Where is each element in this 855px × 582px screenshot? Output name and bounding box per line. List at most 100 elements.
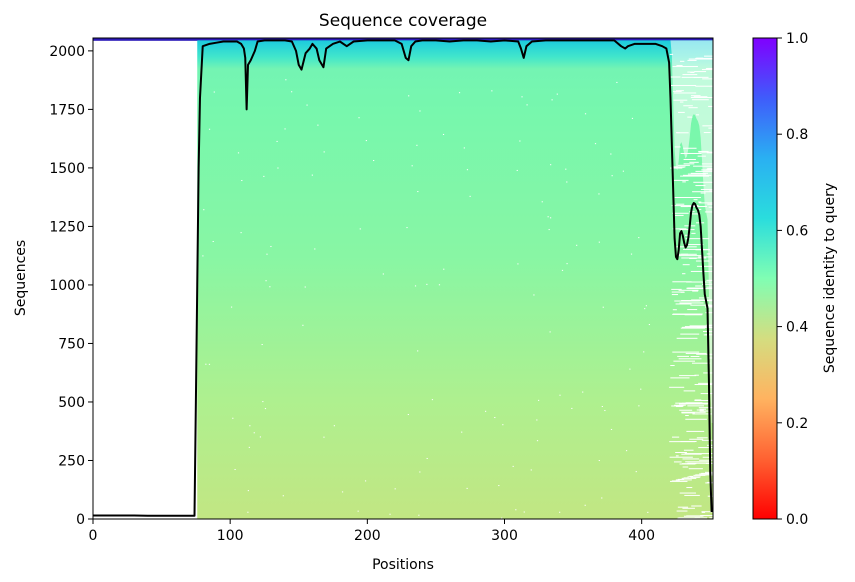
gap-mark bbox=[675, 479, 692, 481]
coverage-curve bbox=[93, 39, 713, 517]
y-axis: 0 250 500 750 1000 1250 1500 1750 2000 bbox=[49, 44, 93, 528]
gap-mark bbox=[630, 253, 633, 255]
gap-mark bbox=[686, 487, 693, 489]
gap-mark bbox=[681, 299, 710, 301]
gap-mark bbox=[631, 117, 634, 119]
gap-mark bbox=[648, 324, 651, 326]
gap-mark bbox=[205, 363, 207, 365]
gap-mark bbox=[691, 232, 696, 234]
gap-mark bbox=[417, 191, 419, 193]
gap-mark bbox=[645, 305, 647, 307]
colorbar-tick-label: 0.6 bbox=[786, 223, 808, 239]
gap-mark bbox=[249, 425, 251, 427]
colorbar-tick-label: 1.0 bbox=[786, 31, 808, 47]
gap-mark bbox=[469, 195, 471, 197]
gap-mark bbox=[680, 327, 705, 329]
gap-mark bbox=[616, 81, 618, 83]
gap-mark bbox=[240, 232, 242, 234]
gap-mark bbox=[693, 199, 698, 201]
gap-mark bbox=[519, 140, 521, 142]
gap-mark bbox=[373, 160, 375, 162]
gap-mark bbox=[458, 92, 461, 94]
gap-mark bbox=[314, 248, 316, 250]
colorbar-tick-label: 0.2 bbox=[786, 416, 808, 432]
gap-mark bbox=[678, 358, 702, 360]
gap-mark bbox=[690, 213, 699, 215]
gap-mark bbox=[559, 511, 561, 513]
gap-mark bbox=[426, 457, 428, 459]
gap-mark bbox=[382, 273, 384, 275]
gap-mark bbox=[643, 351, 645, 353]
gap-mark bbox=[212, 241, 214, 243]
gap-mark bbox=[550, 164, 552, 166]
gap-mark bbox=[466, 487, 468, 489]
gap-mark bbox=[681, 257, 707, 259]
gap-mark bbox=[419, 471, 421, 473]
gap-mark bbox=[276, 140, 278, 142]
gap-mark bbox=[253, 432, 255, 434]
gap-mark bbox=[698, 256, 713, 258]
gap-mark bbox=[683, 390, 696, 392]
gap-mark bbox=[684, 326, 710, 328]
gap-mark bbox=[701, 439, 713, 441]
gap-mark bbox=[699, 474, 707, 476]
gap-mark bbox=[680, 291, 685, 293]
gap-mark bbox=[672, 351, 700, 353]
gap-mark bbox=[682, 466, 689, 468]
gap-mark bbox=[443, 268, 445, 270]
gap-mark bbox=[282, 495, 284, 497]
gap-mark bbox=[411, 165, 413, 167]
gap-mark bbox=[681, 253, 689, 255]
gap-mark bbox=[341, 491, 344, 493]
gap-mark bbox=[669, 53, 674, 55]
gap-mark bbox=[690, 172, 709, 174]
gap-mark bbox=[358, 117, 360, 119]
gap-mark bbox=[675, 455, 679, 457]
x-tick-label: 400 bbox=[628, 528, 655, 544]
gap-mark bbox=[237, 152, 240, 154]
colorbar: 0.0 0.2 0.4 0.6 0.8 1.0 Sequence identity to … bbox=[752, 31, 838, 528]
gap-mark bbox=[232, 417, 234, 419]
gap-mark bbox=[676, 510, 688, 512]
gap-mark bbox=[576, 244, 578, 246]
gap-mark bbox=[669, 480, 688, 482]
gap-mark bbox=[676, 203, 685, 205]
gap-mark bbox=[561, 269, 564, 271]
gap-mark bbox=[417, 350, 419, 352]
gap-mark bbox=[691, 505, 702, 507]
gap-mark bbox=[317, 124, 319, 126]
gap-mark bbox=[699, 408, 707, 410]
gap-mark bbox=[683, 244, 704, 246]
gap-mark bbox=[230, 306, 233, 308]
gap-mark bbox=[676, 255, 703, 257]
gap-mark bbox=[566, 181, 568, 183]
coverage-heatmap bbox=[93, 38, 713, 519]
gap-mark bbox=[672, 228, 687, 230]
gap-mark bbox=[213, 91, 215, 93]
gap-mark bbox=[681, 477, 697, 479]
gap-mark bbox=[703, 372, 713, 374]
gap-mark bbox=[674, 300, 699, 302]
gap-mark bbox=[694, 384, 713, 386]
gap-mark bbox=[247, 511, 249, 513]
gap-mark bbox=[559, 394, 561, 396]
gap-mark bbox=[671, 405, 684, 407]
x-axis: 0 100 200 300 400 bbox=[89, 519, 655, 544]
gap-mark bbox=[494, 417, 496, 419]
gap-mark bbox=[551, 99, 553, 101]
plot-frame bbox=[92, 37, 714, 520]
colorbar-label: Sequence identity to query bbox=[822, 183, 838, 373]
gap-mark bbox=[463, 147, 465, 149]
gap-mark bbox=[679, 302, 704, 304]
gap-mark bbox=[695, 185, 706, 187]
gap-mark bbox=[333, 425, 335, 427]
gap-mark bbox=[601, 497, 603, 499]
gap-mark bbox=[359, 228, 361, 230]
gap-mark bbox=[675, 406, 683, 408]
gap-mark bbox=[679, 403, 708, 405]
gap-mark bbox=[625, 450, 628, 452]
gap-mark bbox=[677, 164, 690, 166]
gap-mark bbox=[685, 415, 689, 417]
gap-mark bbox=[687, 462, 713, 464]
gap-mark bbox=[323, 151, 325, 153]
